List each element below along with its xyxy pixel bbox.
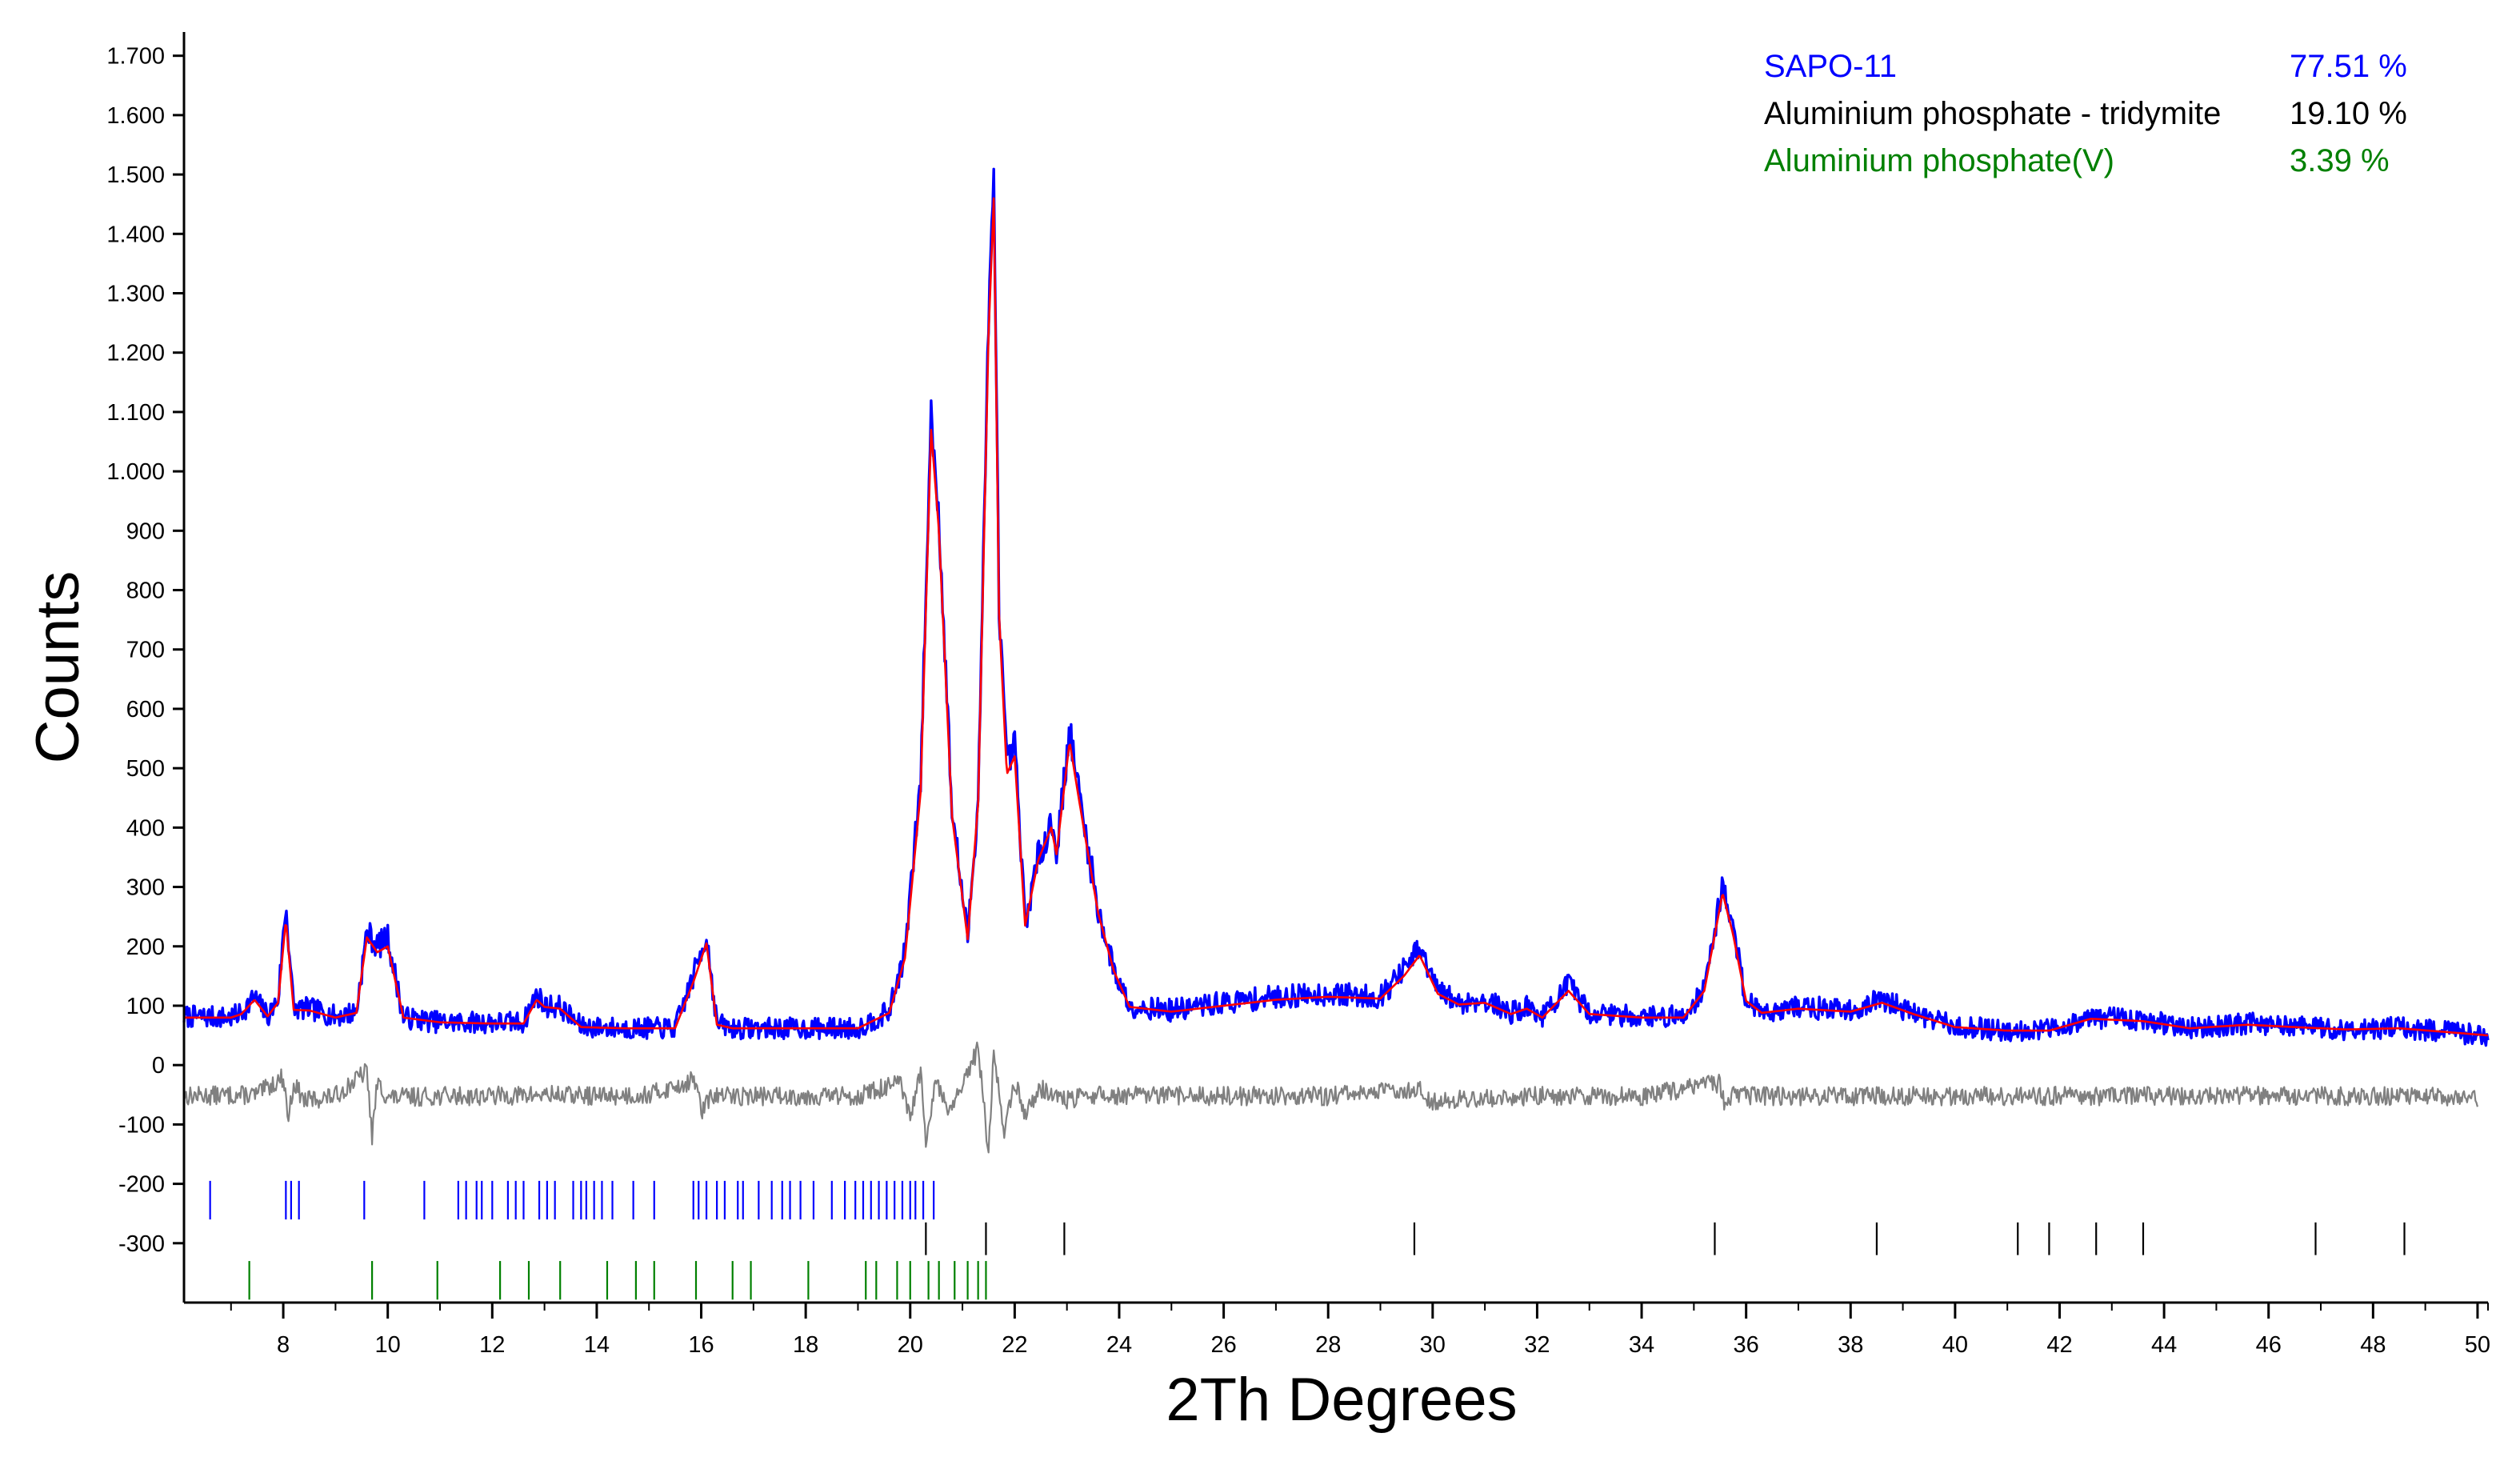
y-tick-label: 900 (126, 518, 165, 544)
y-tick-label: 1.700 (106, 44, 165, 70)
legend-name-sapo-11: SAPO-11 (1764, 49, 1897, 84)
y-ticks: 1.700 1.600 1.500 1.400 1.300 1.200 1.100 1.000… (106, 44, 184, 1257)
x-ticks: 8 10 12 14 16 18 20 22 24 26 28 30 32 34 36 38 40 42 44 46 4… (230, 1303, 2490, 1358)
y-tick-label: 1.300 (106, 282, 165, 307)
legend-name-tridymite: Aluminium phosphate - tridymite (1764, 96, 2221, 131)
y-tick-label: 0 (152, 1053, 165, 1079)
y-tick-label: 800 (126, 578, 165, 604)
x-tick-label: 40 (1942, 1332, 1968, 1358)
x-tick-label: 42 (2046, 1332, 2072, 1358)
y-tick-label: 100 (126, 994, 165, 1019)
x-tick-label: 24 (1106, 1332, 1132, 1358)
x-tick-label: 36 (1734, 1332, 1759, 1358)
x-tick-label: 26 (1210, 1332, 1236, 1358)
x-tick-label: 48 (2360, 1332, 2386, 1358)
legend-value-sapo-11: 77.51 % (2290, 49, 2407, 84)
y-tick-label: 700 (126, 638, 165, 663)
y-tick-label: 200 (126, 935, 165, 960)
y-tick-label: -200 (118, 1172, 165, 1198)
legend-value-aluminium-phosphate-v: 3.39 % (2290, 143, 2390, 178)
y-tick-label: 400 (126, 815, 165, 841)
x-tick-label: 38 (1838, 1332, 1863, 1358)
y-tick-label: -300 (118, 1231, 165, 1257)
reflection-markers-phase (209, 1180, 935, 1220)
x-tick-label: 8 (277, 1332, 290, 1358)
x-tick-label: 18 (793, 1332, 818, 1358)
axes (182, 32, 2488, 1304)
x-tick-label: 10 (375, 1332, 401, 1358)
y-tick-label: 1.400 (106, 222, 165, 247)
y-tick-label: 300 (126, 875, 165, 901)
y-tick-label: -100 (118, 1112, 165, 1138)
legend-name-aluminium-phosphate-v: Aluminium phosphate(V) (1764, 143, 2114, 178)
x-tick-label: 12 (479, 1332, 505, 1358)
x-tick-label: 22 (1002, 1332, 1027, 1358)
y-tick-label: 1.000 (106, 459, 165, 485)
x-tick-label: 20 (898, 1332, 923, 1358)
x-tick-label: 44 (2151, 1332, 2177, 1358)
y-axis-title: Counts (24, 571, 92, 764)
x-tick-label: 14 (584, 1332, 610, 1358)
reflection-markers-phase (925, 1222, 2406, 1255)
x-tick-label: 32 (1524, 1332, 1550, 1358)
y-tick-label: 1.100 (106, 400, 165, 426)
y-tick-label: 500 (126, 756, 165, 782)
series-group (182, 167, 2490, 1154)
y-tick-label: 600 (126, 697, 165, 722)
x-tick-label: 30 (1420, 1332, 1446, 1358)
series-line-observed (182, 167, 2490, 1047)
x-tick-label: 34 (1629, 1332, 1654, 1358)
reflection-markers-phase (248, 1261, 987, 1300)
y-tick-label: 1.600 (106, 103, 165, 129)
x-tick-label: 50 (2465, 1332, 2490, 1358)
x-axis-title: 2Th Degrees (1166, 1366, 1517, 1434)
x-tick-label: 28 (1315, 1332, 1341, 1358)
x-tick-label: 16 (688, 1332, 714, 1358)
reflection-markers (209, 1180, 2406, 1300)
legend: SAPO-11 77.51 % Aluminium phosphate - tr… (1764, 49, 2407, 178)
series-line-difference (182, 1041, 2478, 1154)
legend-value-tridymite: 19.10 % (2290, 96, 2407, 131)
y-tick-label: 1.200 (106, 341, 165, 366)
y-tick-label: 1.500 (106, 162, 165, 188)
x-tick-label: 46 (2256, 1332, 2282, 1358)
series-line-calculated (184, 197, 2489, 1037)
